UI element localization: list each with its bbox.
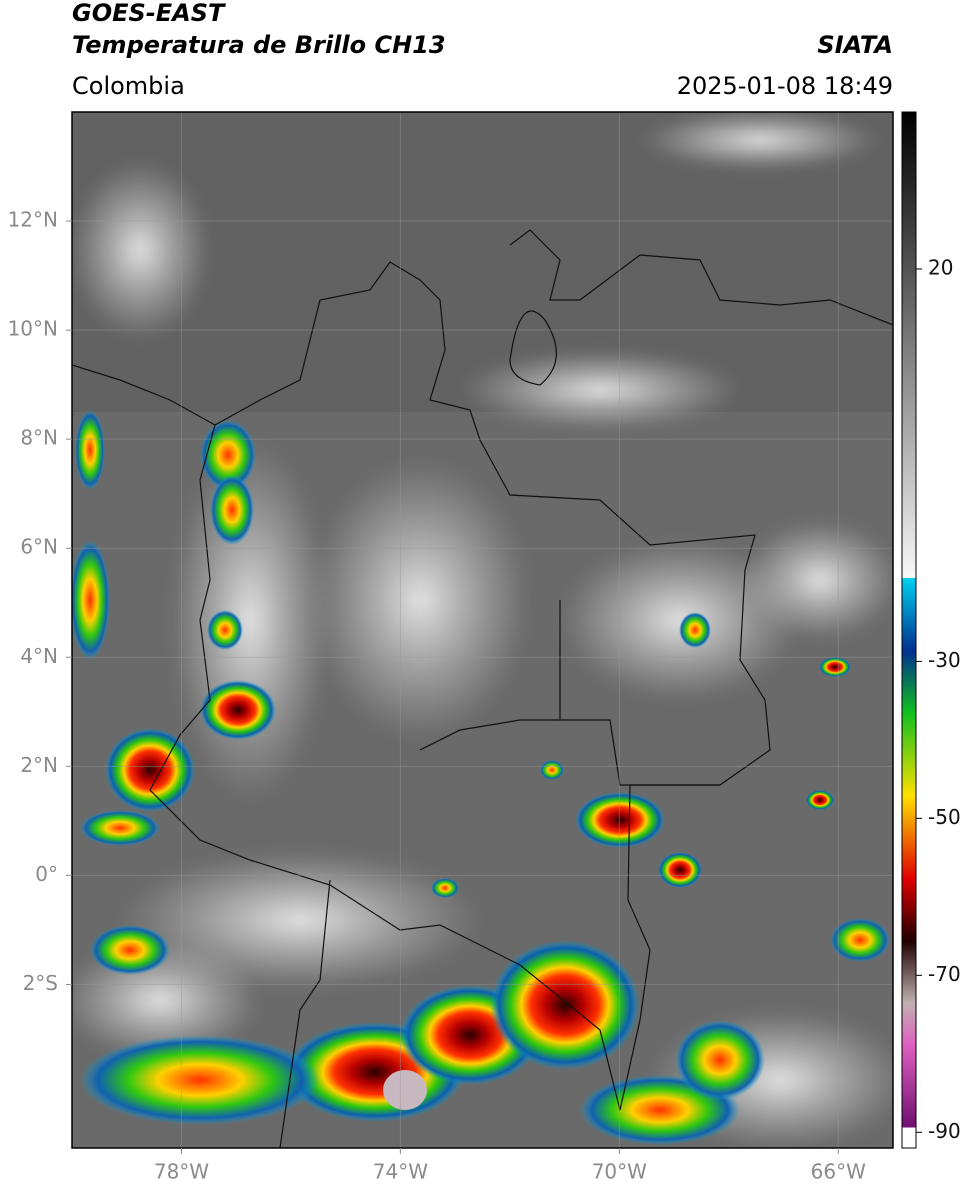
colorbar-tick-label: -30 <box>928 648 961 672</box>
y-tick-label: 4°N <box>20 644 58 668</box>
x-tick-label: 70°W <box>592 1160 647 1184</box>
graticule <box>72 112 893 1148</box>
y-tick-label: 2°S <box>23 971 58 995</box>
map-frame <box>71 111 894 1149</box>
datetime-label: 2025-01-08 18:49 <box>677 72 893 100</box>
satellite-title: GOES-EAST <box>72 0 226 27</box>
y-tick-label: 0° <box>35 862 58 886</box>
satellite-image <box>72 112 893 1148</box>
source-label: SIATA <box>817 31 893 59</box>
colorbar-tick-label: -90 <box>928 1119 961 1143</box>
product-title: Temperatura de Brillo CH13 <box>72 31 446 59</box>
colorbar-tick-label: 20 <box>928 255 953 279</box>
y-tick-label: 12°N <box>8 208 58 232</box>
y-tick-label: 10°N <box>8 317 58 341</box>
x-tick-label: 66°W <box>811 1160 866 1184</box>
x-tick-label: 74°W <box>373 1160 428 1184</box>
colorbar-tick-label: -50 <box>928 805 961 829</box>
x-tick-label: 78°W <box>154 1160 209 1184</box>
y-tick-label: 6°N <box>20 535 58 559</box>
colorbar-tick-label: -70 <box>928 962 961 986</box>
y-tick-label: 8°N <box>20 426 58 450</box>
y-tick-label: 2°N <box>20 753 58 777</box>
colorbar <box>901 111 917 1149</box>
region-label: Colombia <box>72 72 185 100</box>
